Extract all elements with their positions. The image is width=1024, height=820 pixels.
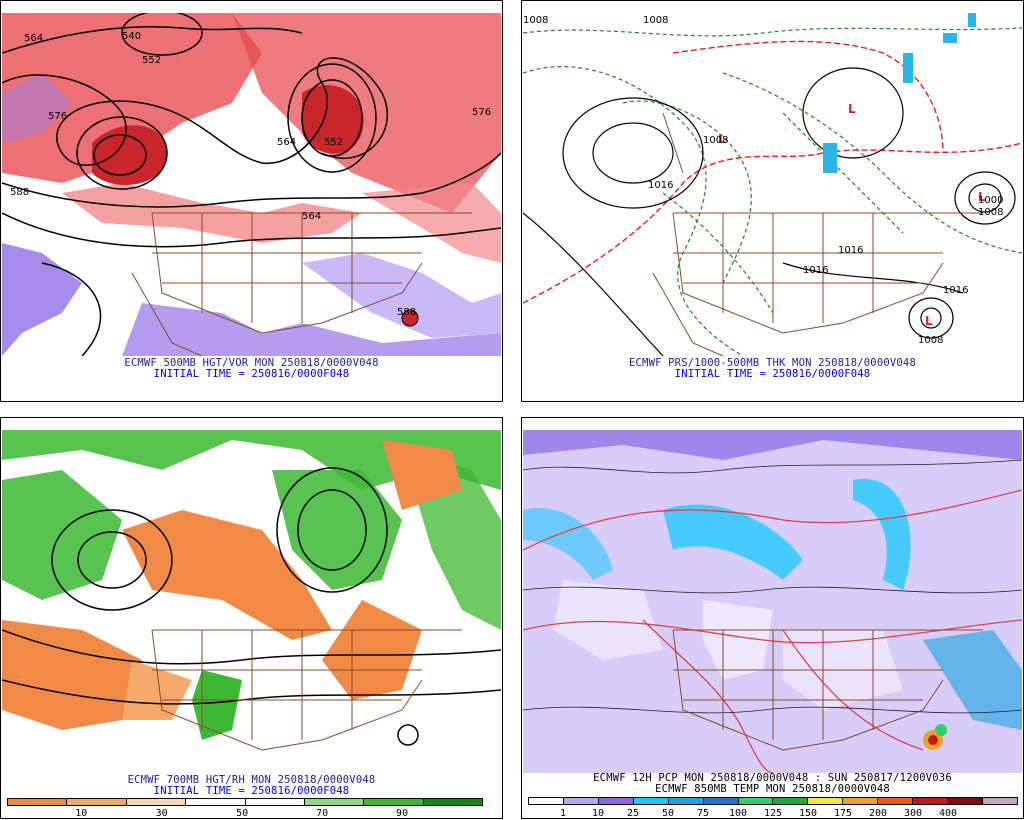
precip-swatch [843,798,879,804]
contour-label: 552 [142,55,161,66]
rh-swatch [186,799,246,805]
precip-swatch [948,798,983,804]
precip-colorbar [528,797,1018,805]
panel-caption-title: ECMWF 700MB HGT/RH MON 250818/0000V048 [127,774,376,786]
isobar-label: 1016 [803,265,828,276]
panel-caption-init-time: INITIAL TIME = 250816/0000F048 [153,368,350,380]
rh-swatch [304,799,365,805]
precip-tick: 125 [763,808,783,819]
rh-swatch [8,799,68,805]
map-500mb-vorticity: 564 540 552 576 588 564 552 576 564 588 [2,13,501,356]
precip-swatch [668,798,704,804]
rh-swatch [364,799,424,805]
isobar-label: 1008 [978,207,1003,218]
rh-tick: 50 [236,808,249,819]
precip-swatch [982,798,1017,804]
isobar-label: 1016 [943,285,968,296]
precip-swatch [703,798,739,804]
precip-swatch [598,798,634,804]
isobar-label: 1016 [838,245,863,256]
contour-label: 576 [48,111,67,122]
low-marker: L [925,314,933,328]
map-700mb-rh [2,430,501,773]
rh-swatch [126,799,187,805]
precip-tick: 300 [903,808,923,819]
contour-label: 564 [302,211,321,222]
rh-swatch [245,799,305,805]
isobar-label: 1008 [703,135,728,146]
panel-caption-title: ECMWF PRS/1000-500MB THK MON 250818/0000… [629,357,916,369]
rh-swatch [423,799,482,805]
precip-swatch [633,798,669,804]
precip-tick: 10 [591,808,605,819]
precip-swatch [808,798,844,804]
isobar-label: 1008 [643,15,668,26]
panel-caption-title: ECMWF 500MB HGT/VOR MON 250818/0000V048 [124,357,379,369]
precip-tick: 25 [626,808,640,819]
rh-tick: 90 [396,808,409,819]
contour-label: 588 [10,187,29,198]
isobar-label: 1008 [918,335,943,346]
panel-700mb-height-rh: ECMWF 700MB HGT/RH MON 250818/0000V048 I… [0,417,503,819]
panel-caption-subtitle: ECMWF 850MB TEMP MON 250818/0000V048 [655,783,890,795]
precip-tick: 50 [661,808,675,819]
contour-label: 564 [277,137,296,148]
low-marker: L [978,190,986,204]
precip-swatch [529,798,564,804]
rh-tick: 70 [316,808,329,819]
rh-swatch [67,799,127,805]
precip-swatch [878,798,914,804]
contour-label: 552 [324,137,343,148]
panel-precip-850mb-temp: ECMWF 12H PCP MON 250818/0000V048 : SUN … [521,417,1024,819]
contour-label: 576 [472,107,491,118]
rh-tick: 10 [75,808,88,819]
panel-caption-init-time: INITIAL TIME = 250816/0000F048 [153,785,350,797]
precip-tick: 200 [868,808,888,819]
panel-caption-init-time: INITIAL TIME = 250816/0000F048 [674,368,871,380]
isobar-label: 1008 [523,15,548,26]
rh-colorbar-ticks: 10 30 50 70 90 [7,808,483,820]
precip-tick: 400 [938,808,958,819]
isobar-label: 1016 [648,180,673,191]
contour-label: 564 [24,33,43,44]
precip-tick: 175 [833,808,853,819]
precip-tick: 1 [559,808,567,819]
precip-swatch [773,798,809,804]
contour-label: 540 [122,31,141,42]
precip-swatch [913,798,949,804]
isobar-label: 1000 [978,195,1003,206]
low-marker: L [718,132,726,146]
map-pressure-thickness: L L L L 1008 1008 1016 1008 1000 1016 10… [523,13,1022,356]
map-precip-temp [523,430,1022,773]
precip-colorbar-ticks: 1 10 25 50 75 100 125 150 175 200 300 400 [528,808,1018,820]
precip-tick: 75 [696,808,710,819]
precip-swatch [738,798,774,804]
panel-caption-title: ECMWF 12H PCP MON 250818/0000V048 : SUN … [593,772,952,784]
panel-500mb-height-vorticity: 564 540 552 576 588 564 552 576 564 588 … [0,0,503,402]
low-marker: L [848,102,856,116]
rh-colorbar [7,798,483,806]
precip-tick: 100 [728,808,748,819]
contour-label: 588 [397,307,416,318]
panel-pressure-thickness: L L L L 1008 1008 1016 1008 1000 1016 10… [521,0,1024,402]
precip-tick: 150 [798,808,818,819]
precip-swatch [563,798,599,804]
rh-tick: 30 [155,808,168,819]
